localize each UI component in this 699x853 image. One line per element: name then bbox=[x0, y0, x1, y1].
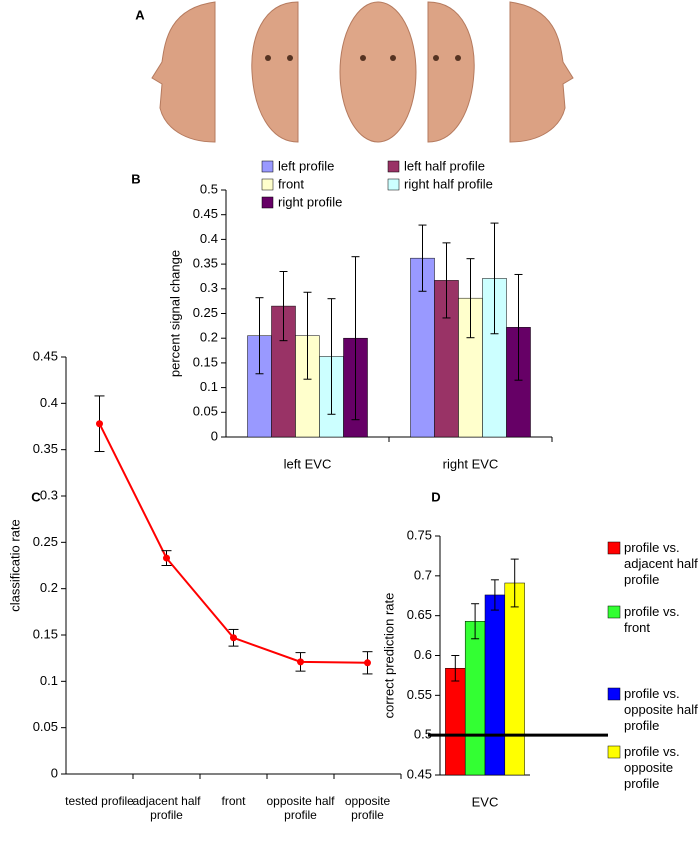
point bbox=[297, 658, 304, 666]
x-tick-label: opposite half profile bbox=[266, 794, 335, 822]
panel-label: A bbox=[135, 7, 145, 22]
y-tick-label: 0.45 bbox=[193, 206, 218, 221]
y-tick-label: 0.1 bbox=[200, 379, 218, 394]
legend-swatch bbox=[607, 687, 621, 701]
legend-label: profile vs. opposite profile bbox=[624, 744, 680, 791]
y-tick-label: 0.1 bbox=[40, 673, 58, 688]
panel-label: B bbox=[131, 171, 140, 186]
y-axis-label: percent signal change bbox=[167, 250, 182, 377]
face-right-half bbox=[427, 1, 475, 143]
point bbox=[96, 420, 103, 428]
legend-label: right half profile bbox=[404, 176, 493, 191]
legend-label: left profile bbox=[278, 158, 334, 173]
legend-swatch bbox=[261, 178, 274, 191]
legend-swatch bbox=[387, 160, 400, 173]
bar bbox=[484, 594, 506, 776]
eye bbox=[287, 55, 293, 61]
legend-swatch bbox=[261, 196, 274, 209]
x-tick-label: left EVC bbox=[284, 456, 332, 471]
legend-swatch bbox=[607, 745, 621, 759]
point bbox=[163, 554, 170, 562]
y-tick-label: 0.4 bbox=[200, 231, 218, 246]
legend-label: profile vs. opposite half profile bbox=[624, 686, 698, 733]
legend-swatch bbox=[607, 605, 621, 619]
y-tick-label: 0.3 bbox=[40, 487, 58, 502]
y-tick-label: 0.4 bbox=[40, 395, 58, 410]
y-tick-label: 0 bbox=[51, 765, 58, 780]
y-tick-label: 0.3 bbox=[200, 280, 218, 295]
y-tick-label: 0.2 bbox=[200, 330, 218, 345]
point bbox=[230, 634, 237, 642]
face-front bbox=[339, 1, 417, 143]
bar bbox=[464, 620, 486, 776]
y-tick-label: 0.25 bbox=[193, 305, 218, 320]
eye bbox=[360, 55, 366, 61]
y-tick-label: 0.75 bbox=[407, 527, 432, 542]
x-tick-label: adjacent half profile bbox=[132, 794, 201, 822]
y-tick-label: 0.65 bbox=[407, 607, 432, 622]
y-tick-label: 0.5 bbox=[200, 181, 218, 196]
face-right-profile bbox=[509, 1, 574, 143]
legend-swatch bbox=[387, 178, 400, 191]
y-tick-label: 0.6 bbox=[414, 647, 432, 662]
panel-label: D bbox=[431, 489, 440, 504]
y-axis-label: correct prediction rate bbox=[381, 593, 396, 719]
legend-swatch bbox=[607, 541, 621, 555]
legend-label: right profile bbox=[278, 194, 342, 209]
y-tick-label: 0.55 bbox=[407, 687, 432, 702]
y-tick-label: 0.05 bbox=[33, 719, 58, 734]
y-tick-label: 0.15 bbox=[33, 626, 58, 641]
x-tick-label: opposite profile bbox=[344, 794, 391, 822]
legend-label: profile vs. adjacent half profile bbox=[624, 540, 698, 587]
bar bbox=[504, 582, 525, 776]
y-tick-label: 0.45 bbox=[33, 348, 58, 363]
y-tick-label: 0.05 bbox=[193, 404, 218, 419]
y-tick-label: 0 bbox=[211, 428, 218, 443]
legend-label: left half profile bbox=[404, 158, 485, 173]
y-tick-label: 0.25 bbox=[33, 534, 58, 549]
face-left-half bbox=[251, 1, 299, 143]
x-tick-label: right EVC bbox=[443, 456, 499, 471]
eye bbox=[390, 55, 396, 61]
x-tick-label: tested profile bbox=[65, 794, 134, 808]
y-tick-label: 0.35 bbox=[193, 256, 218, 271]
legend-label: front bbox=[278, 176, 304, 191]
x-tick-label: EVC bbox=[472, 794, 499, 809]
y-tick-label: 0.7 bbox=[414, 567, 432, 582]
y-tick-label: 0.35 bbox=[33, 441, 58, 456]
face-left-profile bbox=[151, 1, 216, 143]
y-tick-label: 0.5 bbox=[414, 727, 432, 742]
y-tick-label: 0.2 bbox=[40, 580, 58, 595]
panel-label: C bbox=[31, 489, 41, 504]
faces bbox=[151, 1, 574, 143]
y-tick-label: 0.45 bbox=[407, 766, 432, 781]
y-tick-label: 0.15 bbox=[193, 354, 218, 369]
x-tick-label: front bbox=[221, 794, 246, 808]
bar bbox=[445, 667, 466, 776]
y-axis-label: classificatio rate bbox=[7, 519, 22, 611]
eye bbox=[455, 55, 461, 61]
point bbox=[364, 659, 371, 667]
eye bbox=[265, 55, 271, 61]
legend-swatch bbox=[261, 160, 274, 173]
eye bbox=[433, 55, 439, 61]
legend-label: profile vs. front bbox=[624, 604, 680, 635]
